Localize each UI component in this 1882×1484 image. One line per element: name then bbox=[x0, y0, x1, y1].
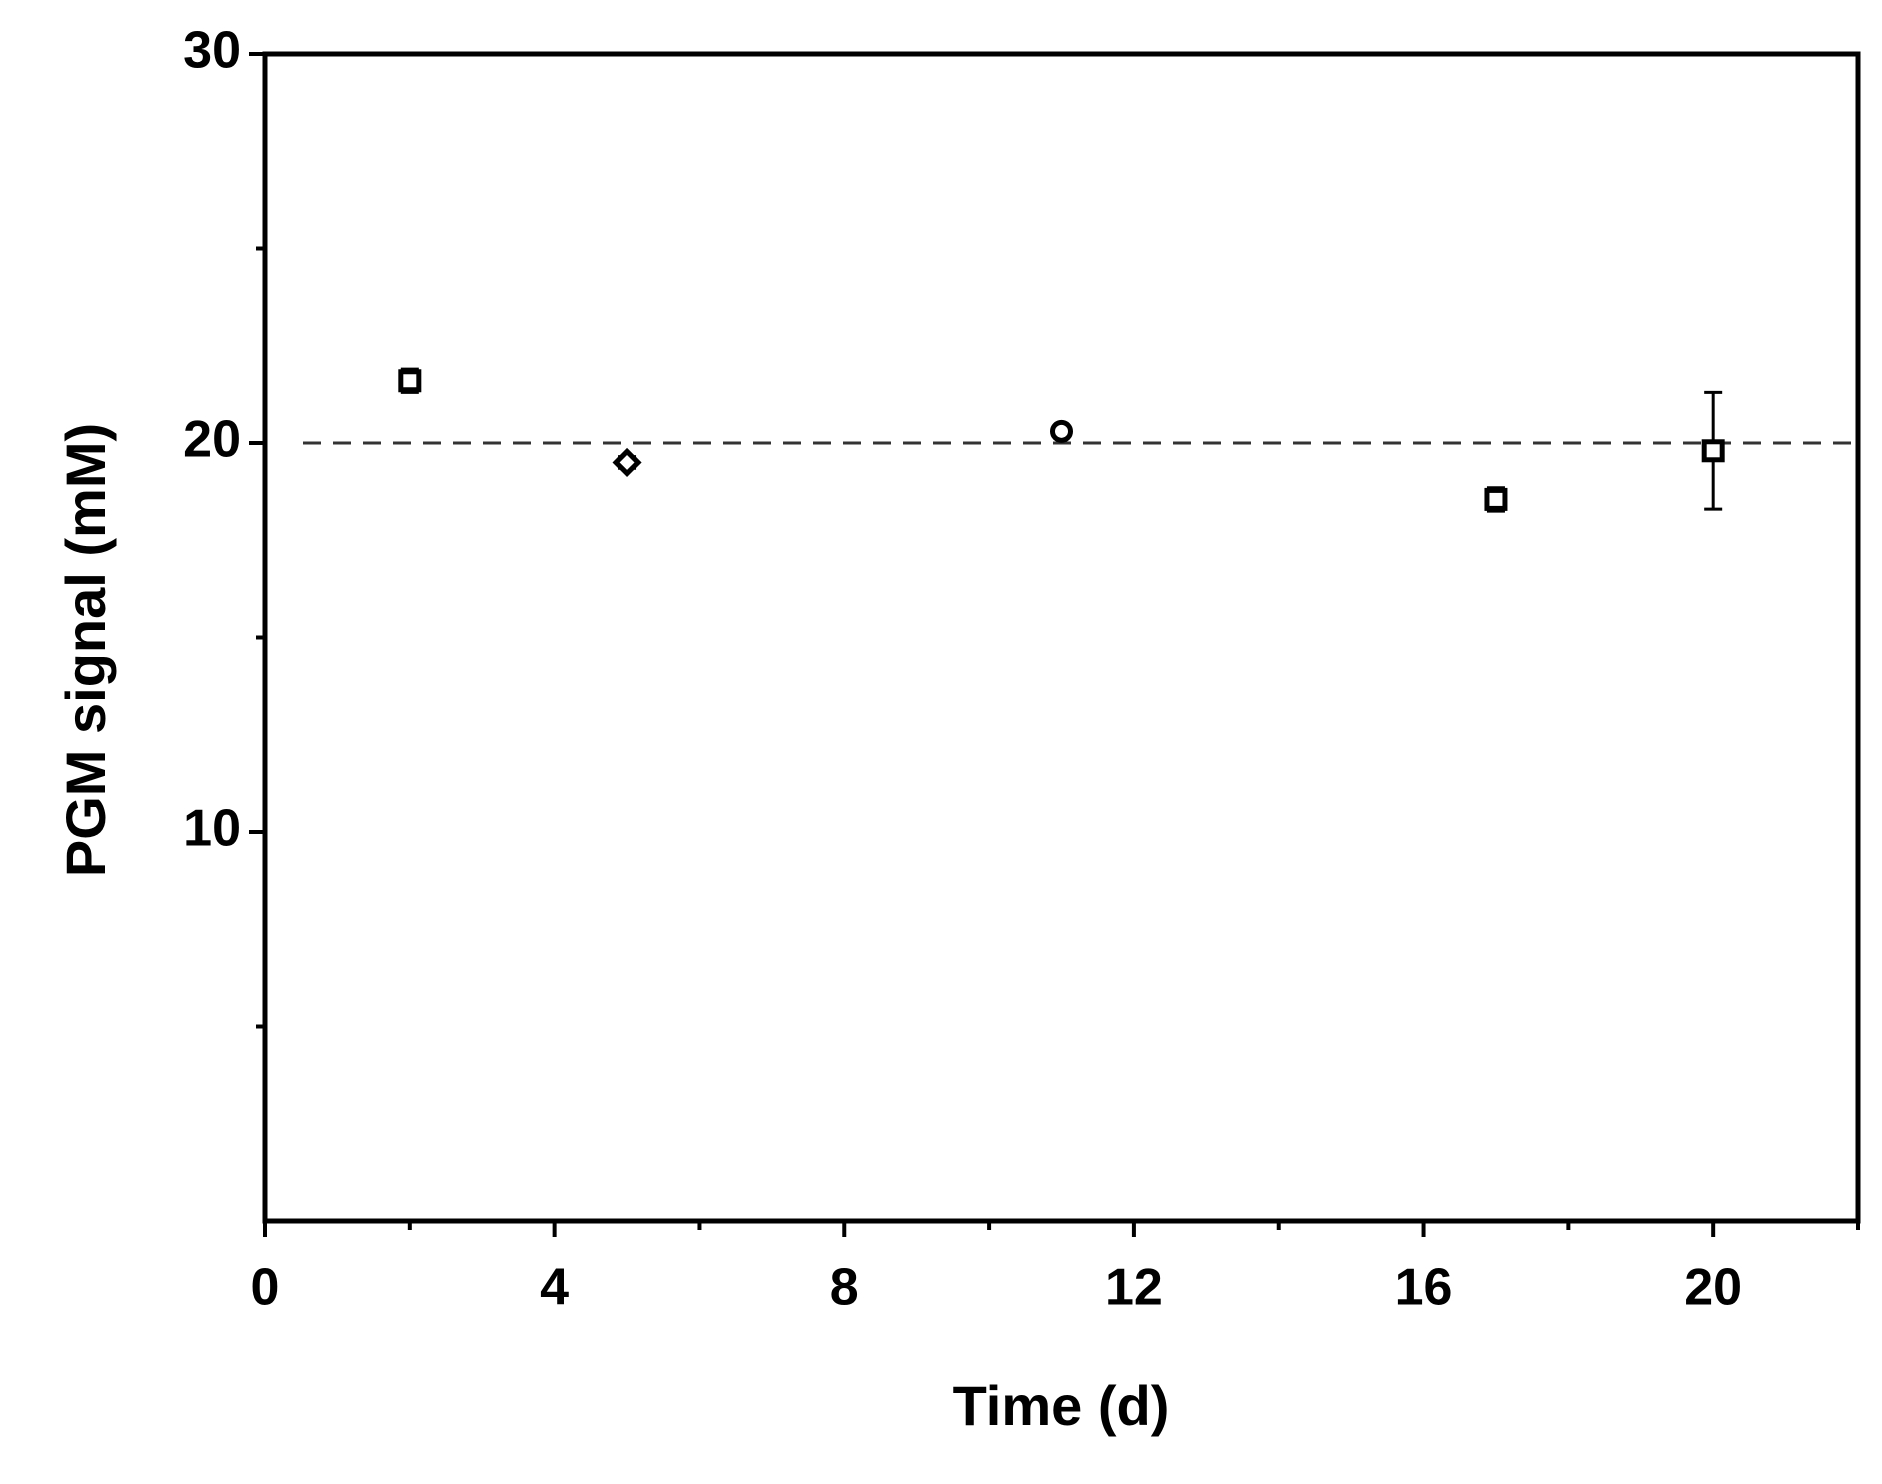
x-axis-title: Time (d) bbox=[953, 1374, 1170, 1437]
data-point bbox=[612, 447, 642, 477]
plot-frame bbox=[262, 51, 1861, 1224]
y-tick-label: 10 bbox=[183, 800, 241, 858]
y-tick-label: 30 bbox=[183, 22, 241, 80]
x-tick-label: 4 bbox=[540, 1259, 569, 1317]
x-tick-label: 16 bbox=[1395, 1259, 1453, 1317]
x-tick-label: 12 bbox=[1105, 1259, 1163, 1317]
data-point bbox=[1484, 487, 1508, 511]
y-tick-label: 20 bbox=[183, 411, 241, 469]
data-point bbox=[398, 369, 422, 393]
data-point bbox=[1050, 419, 1073, 443]
x-tick-label: 0 bbox=[251, 1259, 280, 1317]
y-axis-title: PGM signal (mM) bbox=[54, 423, 117, 877]
x-tick-label: 20 bbox=[1684, 1259, 1742, 1317]
data-point bbox=[1701, 439, 1725, 463]
x-tick-label: 8 bbox=[830, 1259, 859, 1317]
